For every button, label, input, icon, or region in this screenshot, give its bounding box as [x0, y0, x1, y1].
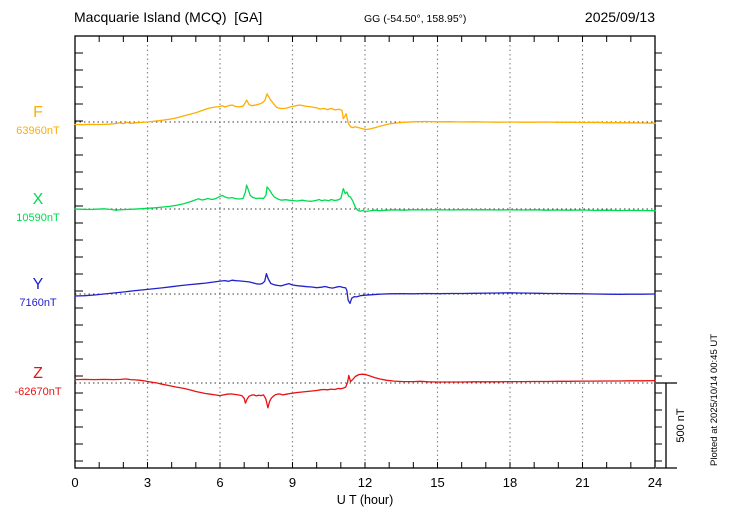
x-tick-label: 3 — [144, 475, 151, 490]
channel-label-y: Y 7160nT — [5, 276, 71, 310]
plot-date: 2025/09/13 — [584, 9, 655, 25]
x-tick-label: 24 — [648, 475, 662, 490]
channel-name: Y — [32, 276, 44, 293]
channel-name: X — [32, 191, 44, 208]
trace-y — [74, 272, 656, 305]
x-tick-label: 15 — [430, 475, 444, 490]
channel-label-z: Z -62670nT — [5, 365, 71, 399]
x-tick-label: 21 — [575, 475, 589, 490]
channel-baseline-value: 10590nT — [16, 212, 60, 224]
channel-name: F — [33, 104, 43, 121]
x-tick-label: 18 — [503, 475, 517, 490]
channel-label-f: F 63960nT — [5, 104, 71, 138]
channel-name: Z — [33, 365, 43, 382]
trace-z — [74, 373, 656, 409]
station-title: Macquarie Island (MCQ) [GA] — [74, 9, 263, 25]
channel-baseline-value: 7160nT — [19, 297, 57, 309]
x-tick-label: 12 — [358, 475, 372, 490]
trace-f — [74, 93, 656, 131]
x-axis-title: U T (hour) — [337, 493, 394, 507]
geographic-coordinates: GG (-54.50°, 158.95°) — [364, 13, 467, 25]
x-tick-label: 0 — [71, 475, 78, 490]
scale-bar-label: 500 nT — [675, 408, 687, 443]
trace-x — [74, 184, 656, 213]
plotted-at-note: Plotted at 2025/10/14 00:45 UT — [709, 334, 720, 466]
channel-baseline-value: 63960nT — [16, 125, 60, 137]
x-tick-label: 6 — [216, 475, 223, 490]
channel-label-x: X 10590nT — [5, 191, 71, 225]
x-tick-label: 9 — [289, 475, 296, 490]
channel-baseline-value: -62670nT — [14, 386, 62, 398]
